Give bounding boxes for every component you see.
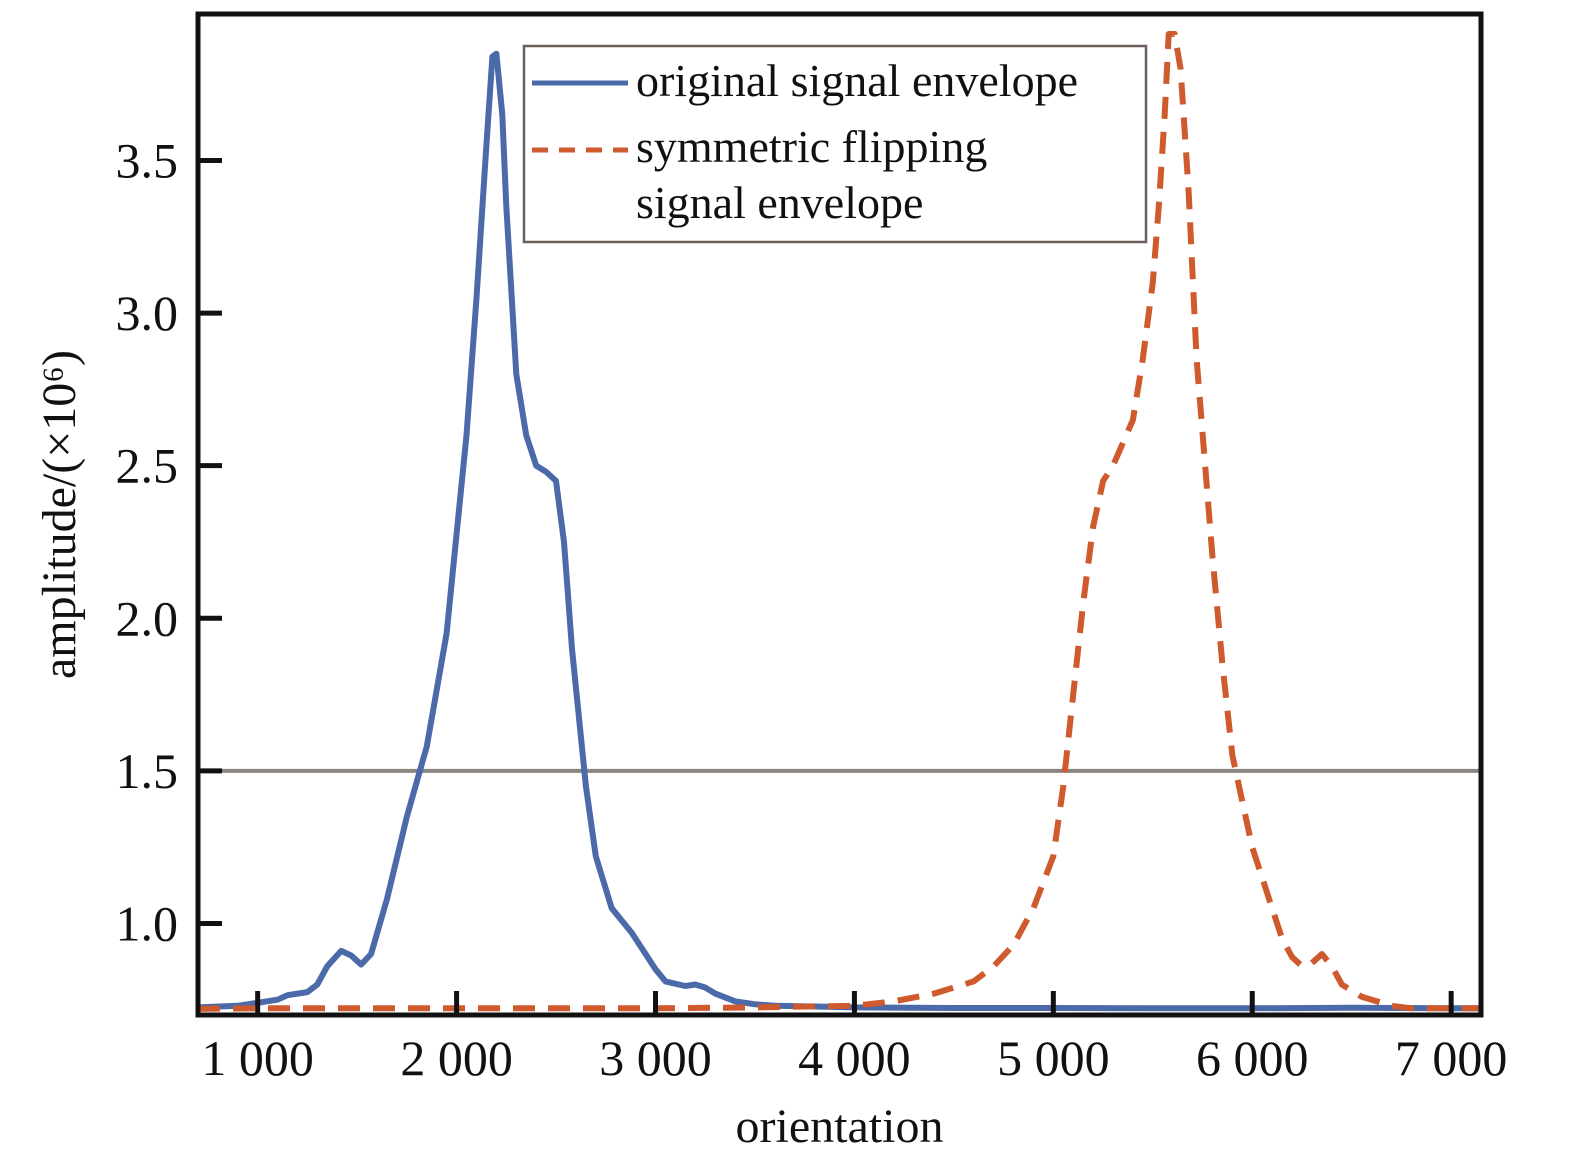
y-tick-label: 2.0 — [116, 590, 179, 646]
y-tick-label: 3.0 — [116, 285, 179, 341]
legend-label-line: symmetric flipping — [636, 121, 987, 172]
series-layer — [197, 31, 1481, 1012]
x-tick-label: 2 000 — [400, 1030, 513, 1086]
x-tick-label: 5 000 — [997, 1030, 1110, 1086]
x-tick-label: 1 000 — [201, 1030, 314, 1086]
series-symmetric-line — [197, 31, 1481, 1012]
legend-box — [522, 44, 1148, 244]
series-original-line — [197, 50, 1481, 1012]
x-tick-label: 6 000 — [1196, 1030, 1309, 1086]
y-tick-label: 2.5 — [116, 438, 179, 494]
x-tick-label: 3 000 — [599, 1030, 712, 1086]
x-tick-label: 4 000 — [798, 1030, 911, 1086]
legend-label-line: signal envelope — [636, 177, 923, 228]
y-axis-title: amplitude/(×10⁶) — [33, 350, 86, 679]
y-tick-label: 3.5 — [116, 132, 179, 188]
plot-frame — [195, 11, 1484, 1018]
legend-label-original: original signal envelope — [636, 55, 1078, 106]
legend: original signal envelope symmetric flipp… — [522, 44, 1148, 244]
tick-layer: 1 000 2 000 3 000 4 000 5 000 6 000 7 000 1.0 1.… — [116, 132, 1508, 1086]
y-tick-label: 1.0 — [116, 895, 179, 951]
x-tick-label: 7 000 — [1395, 1030, 1508, 1086]
legend-label-symmetric: symmetric flipping signal envelope — [636, 121, 987, 228]
x-axis-title: orientation — [736, 1100, 944, 1153]
y-tick-label: 1.5 — [116, 743, 179, 799]
